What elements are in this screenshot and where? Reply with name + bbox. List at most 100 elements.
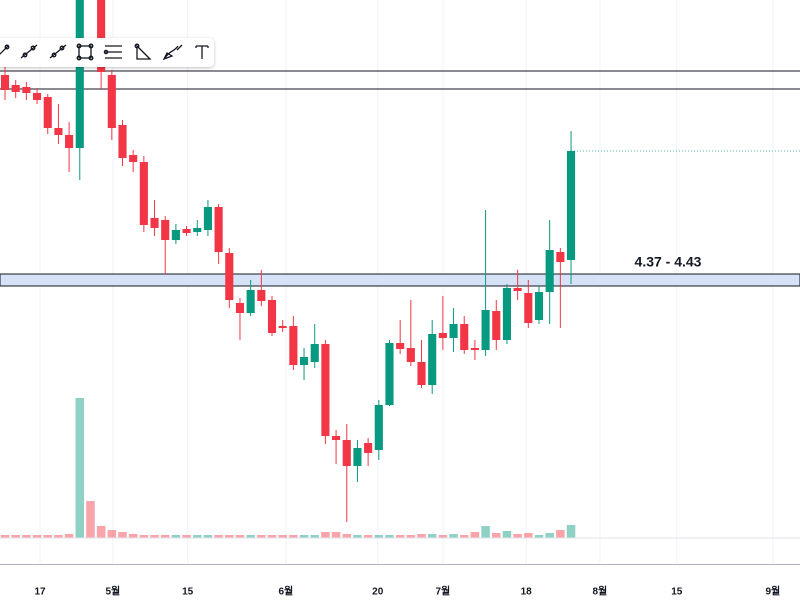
x-tick-label: 15 [182,587,194,598]
volume-bar [54,535,63,538]
candle-body [374,405,383,450]
volume-bar [566,525,576,538]
volume-bar [139,535,149,538]
x-tick-label: 17 [34,587,46,598]
candle-body [449,324,458,338]
tool-rectangle[interactable] [76,43,94,61]
volume-bar [75,398,85,538]
volume-bar [86,501,95,538]
volume-bar [427,534,437,538]
candle-body [129,155,138,162]
tool-extended[interactable] [49,44,67,59]
candle-body [267,300,277,333]
x-axis: 17 5월 15 6월 20 7월 18 8월 15 9월 [34,586,780,598]
volume-bar [246,535,255,538]
volume-bar [342,534,352,538]
volume-bar [374,535,384,538]
volume-bar [385,535,394,538]
candle-body [214,207,223,252]
candle-body [11,85,20,92]
volume-bar [203,535,213,538]
volume-bar [331,532,341,538]
tool-ray[interactable] [20,44,38,59]
candle-body [118,125,127,158]
volume-bar [182,535,191,538]
volume-bar [545,533,554,538]
candle-body [460,324,469,350]
x-tick-label: 6월 [279,586,294,598]
candle-body [171,230,180,240]
candle-body [310,344,319,362]
volume-bar [524,533,533,538]
candle-body [0,75,10,90]
x-tick-label: 15 [671,587,683,598]
volume-bar [43,535,53,538]
volume-bar [192,535,202,538]
candle-body [161,220,170,240]
x-tick-label: 5월 [105,586,120,598]
volume-bar [257,535,266,538]
plot-area [0,0,800,538]
volume-bar [171,535,181,538]
volume-bar [363,535,373,538]
candle-body [139,162,148,225]
volume-bar [160,535,170,538]
candle-body [203,207,212,230]
candle-body [107,75,116,128]
candle-body [75,0,84,148]
volume-bar [321,532,330,538]
candle-body [246,290,255,313]
volume-bar [449,534,458,538]
candle-body [225,253,234,300]
volume-bar [214,535,223,538]
candle-body [438,333,447,338]
volume-bar [150,535,159,538]
candle-body [534,292,544,320]
candle-body [524,293,533,323]
candle-body [22,87,31,93]
candle-body [65,135,74,148]
x-tick-label: 8월 [592,586,607,598]
volume-bar [22,535,31,538]
candle-body [406,348,415,362]
volume-bar [289,535,298,538]
x-tick-label: 20 [372,587,384,598]
volume-bar [481,526,490,538]
candle-body [417,362,426,385]
candle-body [235,303,245,313]
volume-bar [513,534,522,538]
candle-body [556,252,565,262]
candle-body [481,310,490,350]
candle-body [150,218,159,228]
candle-body [470,348,479,350]
tool-line[interactable] [0,44,10,56]
volume-bar [0,535,10,538]
volume-bar [235,535,245,538]
x-tick-label: 7월 [435,586,450,598]
tool-text[interactable] [195,45,209,59]
candle-body [513,288,522,291]
candle-body [385,343,394,405]
candle-body [545,250,554,292]
candle-body [299,357,309,365]
candle-body [502,288,512,340]
volume-bar [395,535,405,538]
candle-body [182,229,191,233]
candle-body [289,326,298,365]
volume-bar [96,526,106,538]
volume-bar [278,535,287,538]
volume-bar [64,534,74,538]
volume-bar [406,535,416,538]
tool-fib[interactable] [103,45,122,59]
candle-body [342,440,351,466]
volume-bar [118,532,127,538]
volume-bar [310,535,319,538]
tool-pattern[interactable] [134,43,152,60]
volume-bar [107,530,117,538]
drawing-toolbar [0,38,214,67]
tool-brush[interactable] [162,44,183,61]
candle-body [278,326,287,328]
zone-label: 4.37 - 4.43 [635,254,702,270]
candle-body [364,443,373,453]
price-zone [0,273,800,287]
